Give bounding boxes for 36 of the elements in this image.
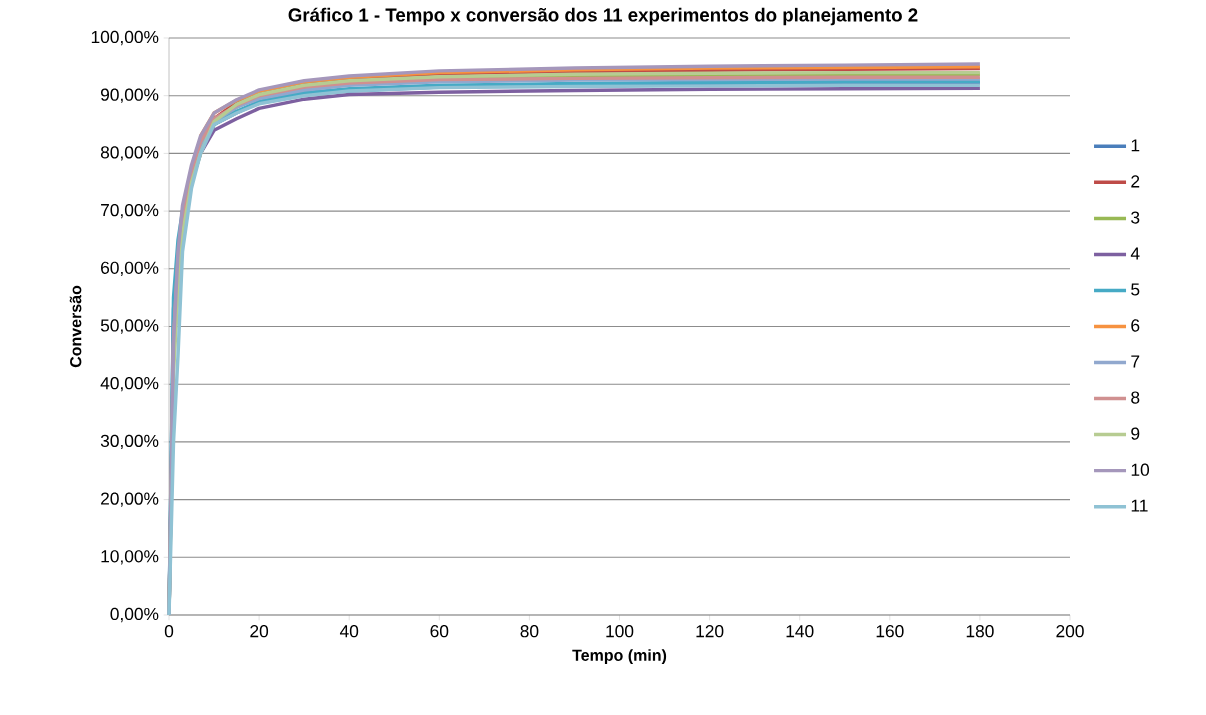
x-tick-label: 60: [430, 625, 449, 638]
x-tick-label: 120: [696, 625, 724, 638]
legend-label: 8: [1131, 391, 1140, 404]
x-tick-label: 140: [786, 625, 814, 638]
x-tick-label: 200: [1056, 625, 1084, 638]
y-tick-label: 80,00%: [100, 146, 159, 161]
legend-label: 4: [1130, 247, 1140, 260]
x-axis-title: Tempo (min): [572, 649, 667, 665]
y-axis-title: Conversão: [69, 285, 82, 368]
x-tick-label: 100: [606, 625, 634, 638]
x-tick-label: 180: [966, 625, 994, 638]
legend-label: 1: [1131, 139, 1140, 152]
legend-label: 6: [1131, 319, 1140, 332]
y-tick-label: 20,00%: [101, 492, 159, 507]
legend-label: 7: [1131, 355, 1140, 368]
y-tick-label: 50,00%: [100, 319, 159, 334]
y-tick-label: 30,00%: [100, 434, 159, 450]
legend-label: 9: [1131, 427, 1140, 440]
x-tick-label: 40: [339, 625, 359, 638]
y-tick-label: 10,00%: [101, 550, 159, 565]
y-tick-label: 40,00%: [100, 377, 159, 392]
legend-label: 5: [1131, 283, 1140, 296]
legend-label: 2: [1131, 175, 1140, 188]
y-tick-label: 0,00%: [110, 607, 159, 623]
x-tick-label: 0: [164, 625, 174, 638]
y-tick-label: 60,00%: [101, 261, 159, 276]
y-tick-label: 100,00%: [91, 30, 159, 46]
x-tick-label: 20: [250, 625, 269, 638]
y-tick-label: 70,00%: [101, 203, 159, 219]
x-tick-label: 160: [876, 625, 904, 638]
legend-label: 10: [1131, 463, 1150, 476]
y-tick-label: 90,00%: [100, 88, 159, 103]
chart-title: Gráfico 1 - Tempo x conversão dos 11 experimentos do planejamento 2: [288, 7, 918, 26]
legend-label: 3: [1131, 211, 1140, 224]
legend-label: 11: [1131, 499, 1148, 512]
x-tick-label: 80: [520, 625, 539, 638]
